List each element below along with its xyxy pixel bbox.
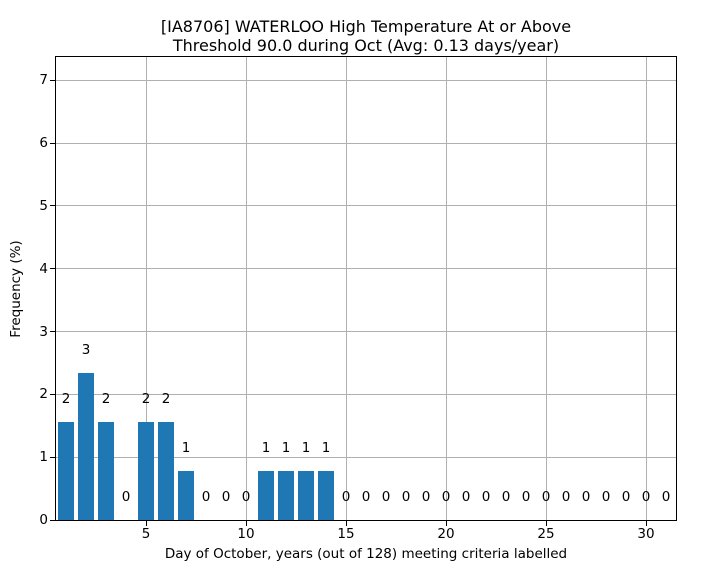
y-tick-label: 0 (39, 512, 48, 528)
y-tick-label: 5 (39, 197, 48, 214)
bar-value-label-day-20: 0 (441, 489, 451, 505)
bar-value-label-day-22: 0 (481, 489, 491, 505)
y-gridline (56, 393, 676, 395)
bar-value-label-day-14: 1 (321, 439, 331, 456)
bar-day-14 (318, 470, 334, 520)
y-tick-mark (50, 393, 55, 395)
chart-title-line2: Threshold 90.0 during Oct (Avg: 0.13 day… (172, 36, 560, 55)
bar-value-label-day-21: 0 (461, 489, 471, 505)
bar-value-label-day-26: 0 (561, 489, 571, 505)
bar-value-label-day-13: 1 (301, 439, 311, 456)
bar-value-label-day-7: 1 (181, 439, 191, 456)
y-tick-label: 1 (39, 449, 48, 466)
bar-day-6 (158, 421, 174, 520)
x-tick-mark (245, 521, 247, 526)
bar-value-label-day-3: 2 (101, 390, 111, 407)
x-tick-mark (145, 521, 147, 526)
x-gridline (645, 57, 647, 520)
chart-title-line1: [IA8706] WATERLOO High Temperature At or… (160, 17, 572, 36)
y-tick-mark (50, 331, 55, 333)
bar-value-label-day-24: 0 (521, 489, 531, 505)
bar-day-2 (78, 372, 94, 520)
y-axis-label: Frequency (%) (8, 240, 24, 338)
bar-value-label-day-23: 0 (501, 489, 511, 505)
bar-day-12 (278, 470, 294, 520)
y-tick-mark (50, 142, 55, 144)
bar-value-label-day-6: 2 (161, 390, 171, 407)
x-tick-mark (345, 521, 347, 526)
y-tick-label: 6 (39, 135, 48, 152)
bar-day-13 (298, 470, 314, 520)
y-tick-label: 3 (39, 323, 48, 340)
y-tick-label: 2 (39, 386, 48, 403)
bar-value-label-day-18: 0 (401, 489, 411, 505)
bar-value-label-day-2: 3 (81, 341, 91, 358)
x-tick-label: 20 (437, 526, 455, 542)
x-tick-label: 5 (141, 526, 151, 542)
bar-value-label-day-16: 0 (361, 489, 371, 505)
x-tick-mark (545, 521, 547, 526)
bar-value-label-day-12: 1 (281, 439, 291, 456)
bar-value-label-day-8: 0 (201, 489, 211, 505)
y-tick-mark (50, 79, 55, 81)
bar-value-label-day-30: 0 (641, 489, 651, 505)
bar-day-3 (98, 421, 114, 520)
bar-value-label-day-28: 0 (601, 489, 611, 505)
bar-value-label-day-1: 2 (61, 390, 71, 407)
y-tick-label: 7 (39, 72, 48, 89)
bar-day-1 (58, 421, 74, 520)
bar-value-label-day-15: 0 (341, 489, 351, 505)
bar-value-label-day-11: 1 (261, 439, 271, 456)
axes-frame (55, 56, 677, 521)
bar-value-label-day-31: 0 (661, 489, 671, 505)
bar-value-label-day-27: 0 (581, 489, 591, 505)
bar-value-label-day-5: 2 (141, 390, 151, 407)
bar-value-label-day-17: 0 (381, 489, 391, 505)
bar-day-7 (178, 470, 194, 520)
chart-title: [IA8706] WATERLOO High Temperature At or… (56, 17, 676, 55)
bar-value-label-day-29: 0 (621, 489, 631, 505)
bar-value-label-day-25: 0 (541, 489, 551, 505)
x-tick-mark (645, 521, 647, 526)
y-tick-label: 4 (39, 260, 48, 277)
y-tick-mark (50, 456, 55, 458)
y-gridline (56, 79, 676, 81)
x-gridline (345, 57, 347, 520)
x-gridline (445, 57, 447, 520)
y-gridline (56, 456, 676, 458)
bar-value-label-day-4: 0 (121, 489, 131, 505)
y-tick-mark (50, 205, 55, 207)
y-gridline (56, 205, 676, 207)
x-tick-label: 30 (637, 526, 655, 542)
bar-day-5 (138, 421, 154, 520)
bar-value-label-day-10: 0 (241, 489, 251, 505)
bar-day-11 (258, 470, 274, 520)
y-tick-mark (50, 519, 55, 521)
bar-value-label-day-9: 0 (221, 489, 231, 505)
x-axis-label: Day of October, years (out of 128) meeti… (164, 546, 568, 562)
x-tick-label: 15 (337, 526, 355, 542)
x-gridline (245, 57, 247, 520)
x-tick-label: 10 (237, 526, 255, 542)
x-tick-label: 25 (537, 526, 555, 542)
x-tick-mark (445, 521, 447, 526)
y-gridline (56, 142, 676, 144)
y-gridline (56, 331, 676, 333)
x-gridline (545, 57, 547, 520)
x-gridline (145, 57, 147, 520)
bar-value-label-day-19: 0 (421, 489, 431, 505)
y-tick-mark (50, 268, 55, 270)
y-gridline (56, 268, 676, 270)
